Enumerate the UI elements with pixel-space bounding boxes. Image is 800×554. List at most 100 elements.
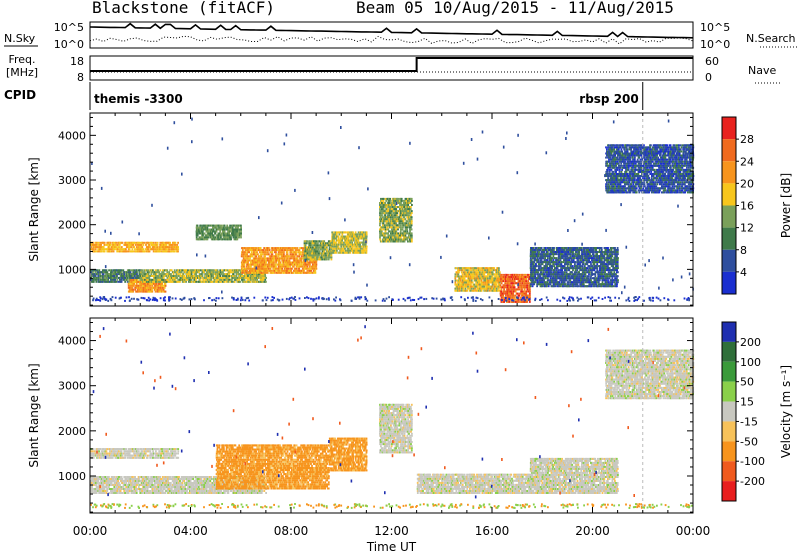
data-cell: [343, 231, 345, 234]
data-cell: [130, 250, 133, 253]
data-cell: [295, 249, 298, 252]
data-cell: [343, 251, 346, 254]
nsearch-label: N.Search: [746, 32, 796, 45]
data-cell: [383, 238, 386, 241]
data-cell: [548, 261, 551, 264]
data-cell: [548, 273, 551, 276]
data-cell: [286, 257, 289, 260]
data-cell: [201, 280, 204, 283]
data-cell: [387, 240, 389, 243]
data-cell: [286, 253, 289, 256]
data-cell: [236, 273, 239, 276]
data-cell: [466, 289, 469, 292]
data-cell: [335, 243, 338, 246]
data-cell: [541, 263, 544, 266]
data-cell: [540, 277, 543, 280]
data-cell: [95, 278, 98, 281]
data-cell: [331, 239, 333, 242]
data-cell: [468, 283, 471, 286]
data-cell: [532, 257, 535, 260]
data-cell: [392, 228, 395, 231]
data-cell: [456, 273, 459, 276]
data-cell: [395, 230, 398, 233]
nsearch-trace: [89, 35, 694, 45]
data-cell: [280, 251, 283, 254]
data-cell: [152, 282, 155, 285]
data-cell: [258, 259, 261, 262]
data-cell: [246, 265, 248, 268]
data-cell: [325, 248, 327, 251]
data-cell: [207, 230, 210, 233]
data-cell: [494, 275, 496, 278]
data-cell: [505, 294, 507, 297]
data-cell: [405, 197, 408, 200]
data-cell: [301, 263, 303, 266]
data-cell: [152, 280, 154, 283]
data-cell: [119, 273, 122, 276]
data-cell: [488, 271, 491, 274]
data-cell: [178, 269, 181, 272]
data-cell: [483, 285, 486, 288]
data-cell: [356, 245, 359, 248]
data-cell: [504, 298, 506, 301]
data-cell: [338, 251, 341, 254]
data-cell: [516, 276, 519, 278]
data-cell: [305, 254, 308, 257]
data-cell: [488, 287, 491, 290]
data-cell: [359, 249, 362, 252]
data-cell: [199, 226, 202, 229]
data-cell: [488, 275, 491, 278]
data-cell: [536, 279, 539, 282]
data-cell: [548, 267, 551, 270]
data-cell: [320, 252, 323, 255]
data-cell: [381, 220, 384, 223]
data-cell: [402, 230, 405, 233]
data-cell: [125, 273, 128, 276]
data-cell: [393, 234, 396, 237]
data-cell: [250, 255, 253, 258]
data-cell: [262, 257, 265, 260]
data-cell: [480, 273, 483, 276]
data-cell: [462, 275, 465, 278]
data-cell: [247, 251, 249, 254]
data-cell: [190, 278, 193, 281]
data-cell: [151, 271, 153, 274]
data-cell: [178, 271, 181, 274]
data-cell: [99, 275, 102, 277]
data-cell: [169, 269, 172, 272]
data-cell: [513, 280, 516, 283]
data-cell: [408, 224, 410, 227]
data-cell: [304, 252, 307, 255]
data-cell: [137, 281, 140, 283]
data-cell: [339, 237, 342, 240]
data-cell: [172, 276, 175, 279]
data-cell: [310, 240, 313, 243]
data-cell: [487, 275, 489, 278]
data-cell: [324, 244, 326, 247]
data-cell: [314, 248, 317, 251]
data-cell: [538, 265, 540, 268]
data-cell: [219, 230, 222, 233]
data-cell: [387, 204, 389, 206]
data-cell: [320, 256, 323, 259]
data-cell: [348, 235, 351, 238]
data-cell: [211, 236, 213, 239]
data-cell: [92, 275, 95, 277]
data-cell: [545, 249, 548, 251]
data-cell: [486, 271, 488, 274]
data-cell: [474, 287, 477, 290]
data-cell: [221, 238, 224, 241]
data-cell: [395, 220, 398, 223]
data-cell: [223, 228, 226, 231]
data-cell: [264, 255, 266, 258]
data-cell: [389, 208, 392, 211]
data-cell: [357, 243, 360, 246]
data-cell: [147, 241, 150, 244]
data-cell: [527, 290, 530, 293]
data-cell: [349, 241, 352, 244]
data-cell: [142, 248, 145, 251]
data-cell: [120, 280, 123, 283]
data-cell: [514, 294, 517, 297]
data-cell: [462, 289, 465, 292]
data-cell: [539, 253, 542, 256]
